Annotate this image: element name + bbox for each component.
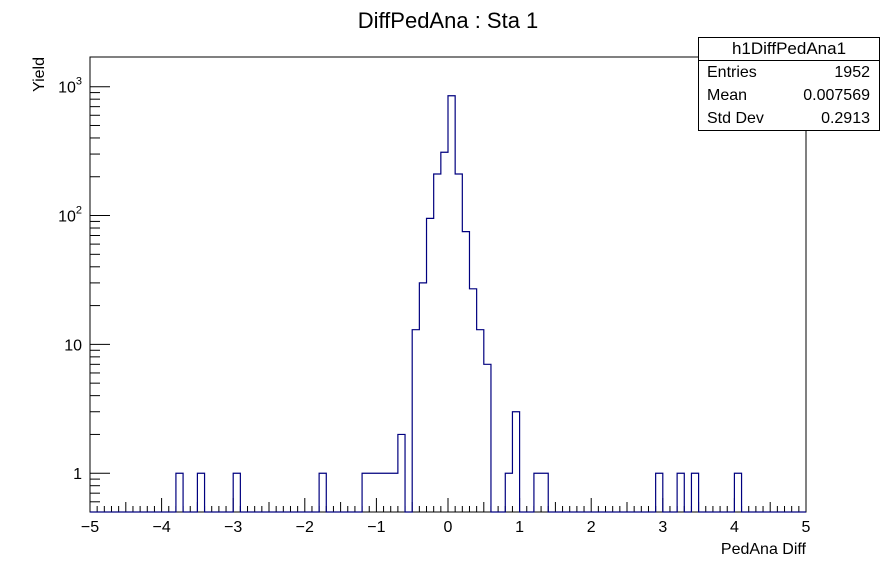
histogram-bin <box>534 473 541 512</box>
x-tick-label: −5 <box>81 519 99 536</box>
x-tick-label: 0 <box>444 519 453 536</box>
x-tick-label: −3 <box>224 519 242 536</box>
stats-std-label: Std Dev <box>707 110 764 127</box>
histogram-bin <box>677 473 684 512</box>
histogram-bin <box>319 473 326 512</box>
histogram-bin <box>477 330 484 512</box>
histogram-bin <box>376 473 383 512</box>
histogram-bin <box>398 434 405 512</box>
y-axis-label: Yield <box>31 57 48 92</box>
stats-mean-value: 0.007569 <box>803 87 870 104</box>
y-tick-label: 10 <box>64 337 82 354</box>
stats-mean-label: Mean <box>707 87 748 104</box>
histogram-bin <box>441 152 448 512</box>
x-tick-label: −1 <box>367 519 385 536</box>
histogram-bin <box>384 473 391 512</box>
y-tick-label: 102 <box>58 205 82 226</box>
x-tick-label: 4 <box>730 519 739 536</box>
chart-title: DiffPedAna : Sta 1 <box>357 8 539 33</box>
histogram-bin <box>484 364 491 512</box>
histogram-bin <box>391 473 398 512</box>
histogram-bin <box>512 412 519 512</box>
x-tick-label: 3 <box>658 519 667 536</box>
stats-box: h1DiffPedAna1 Entries 1952 Mean 0.007569… <box>698 37 880 131</box>
stats-std-value: 0.2913 <box>821 110 870 127</box>
histogram-bin <box>505 473 512 512</box>
y-tick-label: 103 <box>58 76 82 97</box>
histogram-bin <box>469 289 476 512</box>
x-tick-label: −2 <box>296 519 314 536</box>
stats-histogram-name: h1DiffPedAna1 <box>699 38 879 61</box>
x-tick-label: 1 <box>515 519 524 536</box>
histogram-bin <box>434 174 441 512</box>
stats-entries-label: Entries <box>707 64 757 81</box>
x-tick-label: 5 <box>802 519 811 536</box>
histogram-bin <box>362 473 369 512</box>
x-tick-label: 2 <box>587 519 596 536</box>
stats-entries-value: 1952 <box>834 64 870 81</box>
histogram-bin <box>455 174 462 512</box>
histogram-series-line <box>90 95 806 513</box>
x-axis-label: PedAna Diff <box>721 541 807 558</box>
stats-row-std: Std Dev 0.2913 <box>699 107 879 130</box>
histogram-bin <box>176 473 183 512</box>
histogram-bin <box>734 473 741 512</box>
histogram-bin <box>369 473 376 512</box>
histogram-bin <box>462 232 469 512</box>
histogram-bin <box>233 473 240 512</box>
histogram-bin <box>656 473 663 512</box>
histogram-bin <box>427 218 434 512</box>
histogram-bin <box>691 473 698 512</box>
stats-row-entries: Entries 1952 <box>699 61 879 84</box>
histogram-bin <box>412 330 419 512</box>
stats-row-mean: Mean 0.007569 <box>699 84 879 107</box>
y-tick-label: 1 <box>73 466 82 483</box>
histogram-bin <box>419 283 426 512</box>
histogram-bin <box>448 96 455 512</box>
histogram-bin <box>541 473 548 512</box>
histogram-bin <box>197 473 204 512</box>
x-tick-label: −4 <box>152 519 170 536</box>
